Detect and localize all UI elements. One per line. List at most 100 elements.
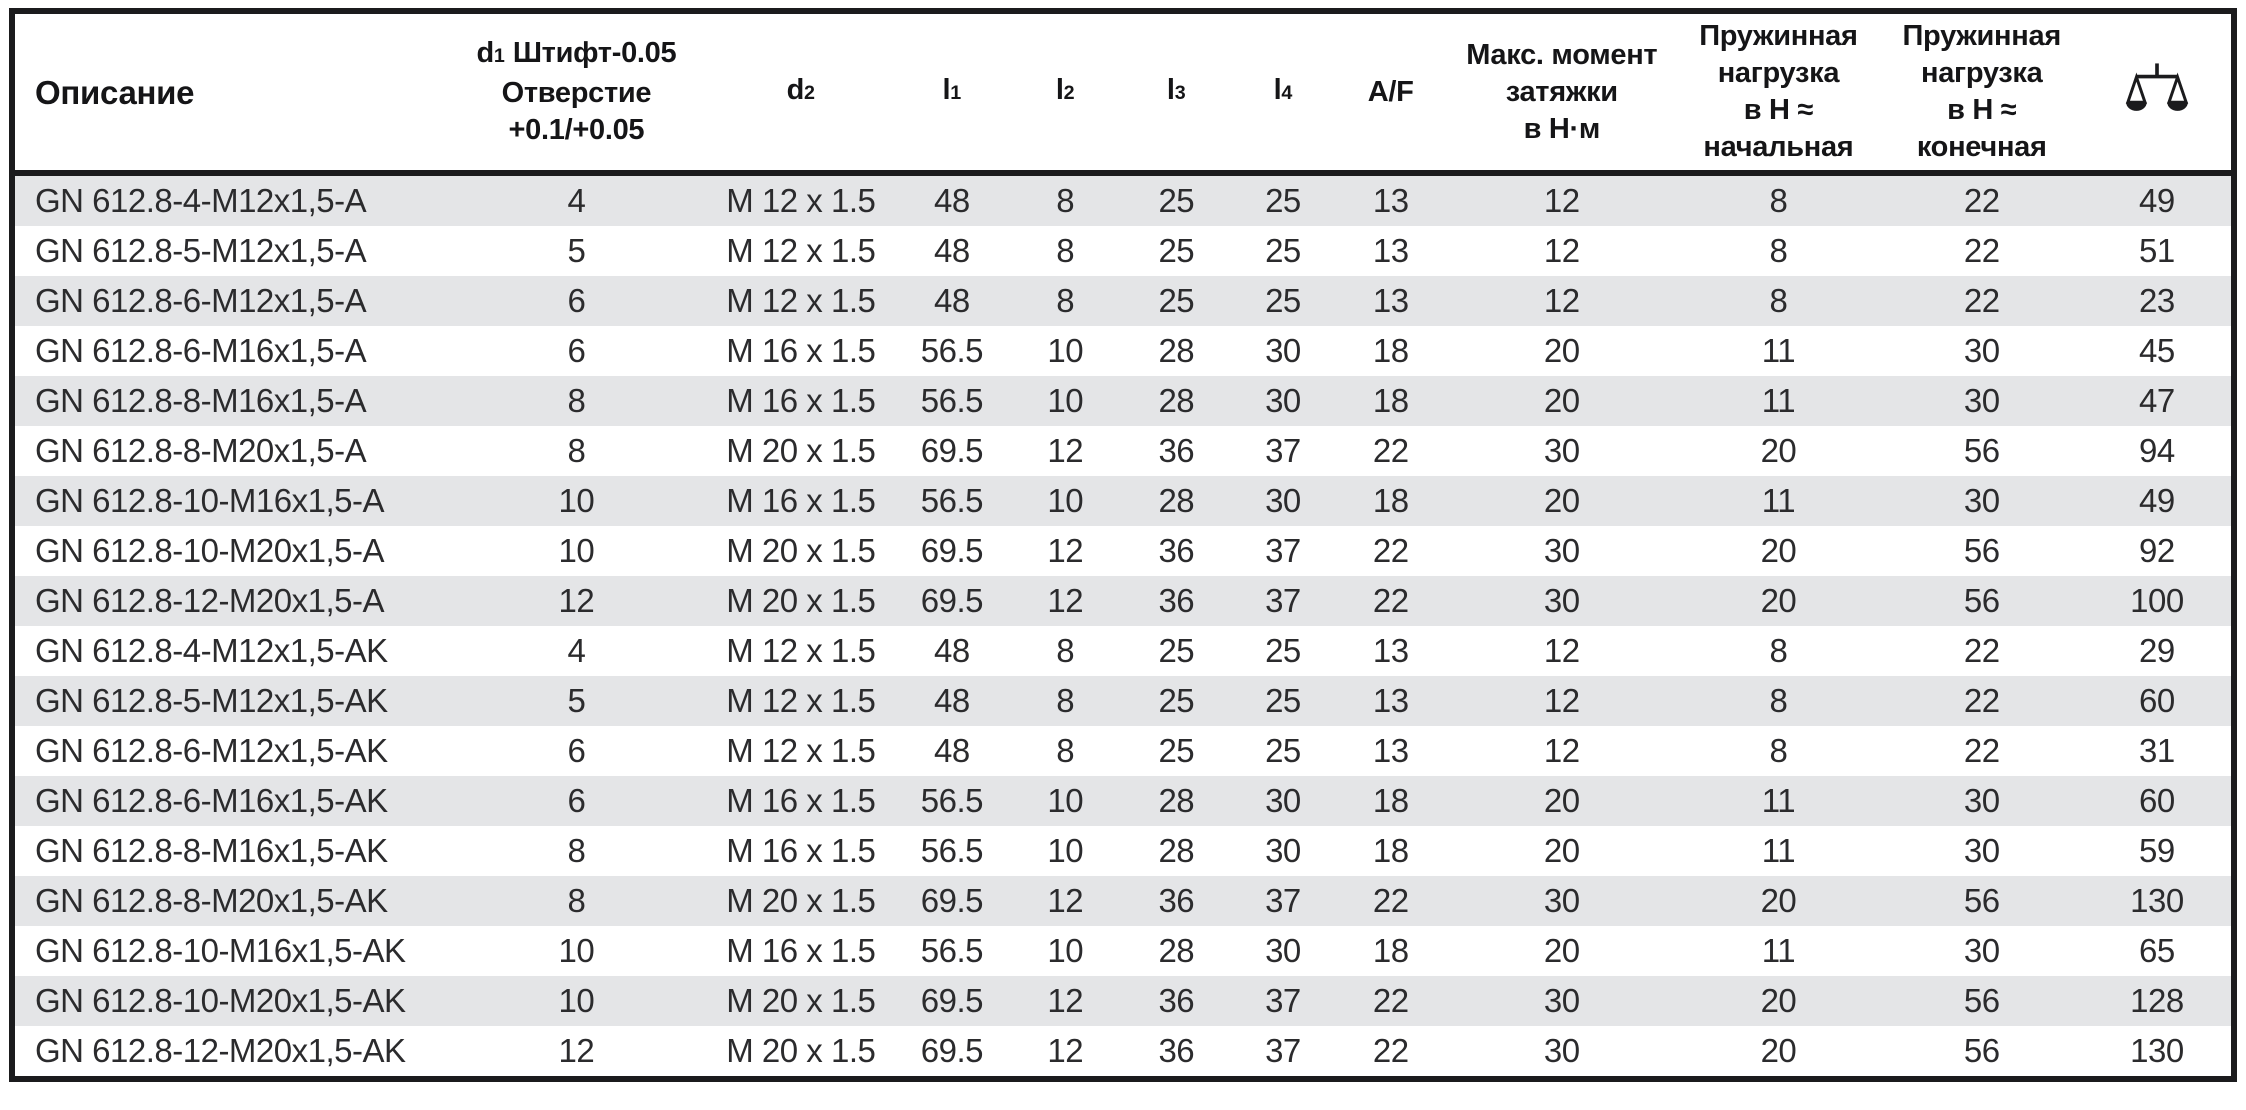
max-torque-cell: 30: [1447, 526, 1677, 576]
l1-cell: 56.5: [894, 776, 1010, 826]
description-cell: GN 612.8-4-M12x1,5-AK: [12, 626, 446, 676]
description-cell: GN 612.8-8-M16x1,5-AK: [12, 826, 446, 876]
d1-cell: 4: [445, 173, 708, 226]
spring-load-initial-cell: 11: [1676, 326, 1881, 376]
af-cell: 22: [1334, 876, 1448, 926]
d1-cell: 6: [445, 326, 708, 376]
spring-load-initial-cell: 20: [1676, 526, 1881, 576]
spring-load-initial-cell: 11: [1676, 376, 1881, 426]
l1-cell: 48: [894, 726, 1010, 776]
spring-load-initial-cell: 8: [1676, 276, 1881, 326]
spring-load-initial-cell: 20: [1676, 426, 1881, 476]
column-header-af: A/F: [1334, 11, 1448, 176]
d1-cell: 10: [445, 526, 708, 576]
weight-cell: 51: [2082, 226, 2234, 276]
spring-load-final-cell: 56: [1880, 576, 2083, 626]
column-header-l2: l2: [1009, 11, 1121, 176]
spring-load-final-cell: 22: [1880, 626, 2083, 676]
description-cell: GN 612.8-12-M20x1,5-A: [12, 576, 446, 626]
spring-load-final-cell: 30: [1880, 376, 2083, 426]
l4-cell: 25: [1231, 173, 1335, 226]
d2-cell: M 12 x 1.5: [707, 173, 895, 226]
l3-cell: 28: [1120, 326, 1232, 376]
l2-cell: 10: [1009, 926, 1121, 976]
spring-load-final-cell: 30: [1880, 826, 2083, 876]
spring-load-initial-cell: 8: [1676, 626, 1881, 676]
l2-cell: 12: [1009, 1026, 1121, 1079]
d2-cell: M 16 x 1.5: [707, 326, 895, 376]
d2-cell: M 12 x 1.5: [707, 676, 895, 726]
description-cell: GN 612.8-10-M16x1,5-A: [12, 476, 446, 526]
spring-load-initial-cell: 8: [1676, 226, 1881, 276]
l2-cell: 10: [1009, 826, 1121, 876]
max-torque-cell: 20: [1447, 826, 1677, 876]
header-description-label: Описание: [35, 73, 195, 111]
weight-cell: 100: [2082, 576, 2234, 626]
max-torque-cell: 20: [1447, 926, 1677, 976]
d2-cell: M 20 x 1.5: [707, 526, 895, 576]
max-torque-cell: 30: [1447, 976, 1677, 1026]
l4-cell: 25: [1231, 676, 1335, 726]
description-cell: GN 612.8-10-M16x1,5-AK: [12, 926, 446, 976]
column-header-l1: l1: [894, 11, 1010, 176]
l3-cell: 36: [1120, 876, 1232, 926]
column-header-weight: [2082, 11, 2234, 176]
spring-load-initial-cell: 11: [1676, 926, 1881, 976]
table-row: GN 612.8-6-M16x1,5-AK 6 M 16 x 1.5 56.5 …: [12, 776, 2234, 826]
l2-cell: 10: [1009, 326, 1121, 376]
d2-cell: M 16 x 1.5: [707, 376, 895, 426]
weight-cell: 29: [2082, 626, 2234, 676]
max-torque-cell: 12: [1447, 226, 1677, 276]
l3-cell: 25: [1120, 173, 1232, 226]
l1-cell: 56.5: [894, 326, 1010, 376]
spring-load-final-cell: 30: [1880, 776, 2083, 826]
l3-cell: 36: [1120, 526, 1232, 576]
spring-load-final-cell: 22: [1880, 726, 2083, 776]
table-row: GN 612.8-8-M16x1,5-A 8 M 16 x 1.5 56.5 1…: [12, 376, 2234, 426]
l1-cell: 48: [894, 676, 1010, 726]
af-cell: 22: [1334, 576, 1448, 626]
af-cell: 18: [1334, 326, 1448, 376]
af-cell: 18: [1334, 476, 1448, 526]
d1-cell: 5: [445, 226, 708, 276]
spring-load-final-cell: 30: [1880, 476, 2083, 526]
table-row: GN 612.8-12-M20x1,5-A 12 M 20 x 1.5 69.5…: [12, 576, 2234, 626]
weight-cell: 128: [2082, 976, 2234, 1026]
d2-cell: M 20 x 1.5: [707, 426, 895, 476]
d2-cell: M 12 x 1.5: [707, 726, 895, 776]
spring-load-final-cell: 22: [1880, 226, 2083, 276]
column-header-spring-load-final: Пружинная нагрузка в Н ≈ конечная: [1880, 11, 2083, 176]
l2-cell: 10: [1009, 776, 1121, 826]
d1-cell: 4: [445, 626, 708, 676]
spring-load-initial-cell: 20: [1676, 876, 1881, 926]
spring-load-final-cell: 22: [1880, 676, 2083, 726]
description-cell: GN 612.8-8-M16x1,5-A: [12, 376, 446, 426]
d2-cell: M 16 x 1.5: [707, 776, 895, 826]
l1-cell: 48: [894, 626, 1010, 676]
spring-load-final-cell: 56: [1880, 976, 2083, 1026]
l1-cell: 69.5: [894, 576, 1010, 626]
l2-cell: 8: [1009, 276, 1121, 326]
max-torque-cell: 30: [1447, 1026, 1677, 1079]
af-cell: 13: [1334, 226, 1448, 276]
l4-cell: 25: [1231, 726, 1335, 776]
d1-cell: 6: [445, 276, 708, 326]
table-row: GN 612.8-5-M12x1,5-A 5 M 12 x 1.5 48 8 2…: [12, 226, 2234, 276]
l1-cell: 48: [894, 226, 1010, 276]
spring-load-initial-cell: 11: [1676, 826, 1881, 876]
description-cell: GN 612.8-8-M20x1,5-A: [12, 426, 446, 476]
description-cell: GN 612.8-10-M20x1,5-AK: [12, 976, 446, 1026]
spring-load-initial-cell: 20: [1676, 1026, 1881, 1079]
l3-cell: 28: [1120, 376, 1232, 426]
max-torque-cell: 12: [1447, 676, 1677, 726]
d1-cell: 8: [445, 426, 708, 476]
weight-cell: 94: [2082, 426, 2234, 476]
l4-cell: 37: [1231, 976, 1335, 1026]
table-row: GN 612.8-6-M12x1,5-A 6 M 12 x 1.5 48 8 2…: [12, 276, 2234, 326]
column-header-spring-load-initial: Пружинная нагрузка в Н ≈ начальная: [1676, 11, 1881, 176]
l3-cell: 28: [1120, 476, 1232, 526]
af-cell: 18: [1334, 926, 1448, 976]
l1-cell: 69.5: [894, 1026, 1010, 1079]
l1-cell: 69.5: [894, 526, 1010, 576]
table-row: GN 612.8-8-M20x1,5-AK 8 M 20 x 1.5 69.5 …: [12, 876, 2234, 926]
